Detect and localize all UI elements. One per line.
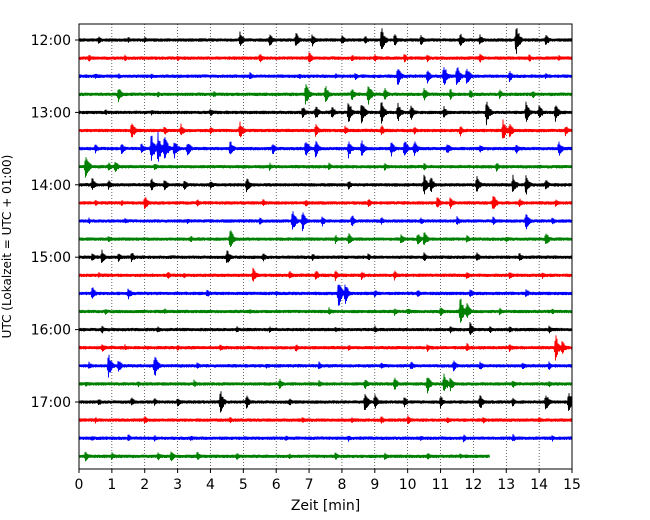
seismogram-trace: [78, 157, 573, 178]
trace-lines: [78, 27, 573, 462]
x-tick-label: 0: [75, 477, 84, 493]
plot-frame: [78, 23, 573, 470]
seismogram-trace: [78, 174, 573, 195]
seismogram-trace: [78, 451, 490, 462]
seismogram-trace: [78, 415, 573, 425]
x-tick-label: 6: [272, 477, 281, 493]
seismogram-trace: [78, 196, 573, 210]
seismogram-trace: [78, 335, 573, 361]
x-tick-label: 1: [107, 477, 116, 493]
x-tick-label: 4: [206, 477, 215, 493]
seismogram-trace: [78, 391, 573, 413]
seismogram-trace: [78, 27, 573, 54]
x-tick-label: 2: [140, 477, 149, 493]
seismogram-trace: [78, 298, 573, 323]
y-tick-label: 17:00: [31, 395, 71, 411]
seismogram-trace: [78, 322, 573, 336]
y-tick-label: 16:00: [31, 323, 71, 339]
x-tick-label: 9: [370, 477, 379, 493]
x-tick-label: 11: [432, 477, 450, 493]
seismogram-trace: [78, 373, 573, 394]
x-tick-label: 5: [239, 477, 248, 493]
x-tick-label: 3: [173, 477, 182, 493]
y-tick-label: 13:00: [31, 105, 71, 121]
seismogram-trace: [78, 84, 573, 105]
y-axis-label: UTC (Lokalzeit = UTC + 01:00): [0, 155, 14, 339]
x-tick-label: 15: [563, 477, 581, 493]
y-tick-label: 14:00: [31, 178, 71, 194]
x-tick-label: 8: [337, 477, 346, 493]
seismogram-trace: [78, 284, 573, 306]
seismogram-trace: [78, 354, 573, 378]
x-tick-label: 14: [530, 477, 548, 493]
x-tick-label: 7: [305, 477, 314, 493]
grid-lines: [111, 24, 540, 469]
seismogram-trace: [78, 52, 573, 63]
x-tick-label: 12: [464, 477, 482, 493]
seismogram-trace: [78, 267, 573, 282]
seismogram-trace: [78, 119, 573, 139]
seismogram-trace: [78, 131, 573, 162]
x-tick-label: 10: [399, 477, 417, 493]
x-axis: 0 1 2 3 4 5 6 7 8 9 10 11 12 13 14 15: [75, 469, 581, 493]
y-tick-label: 15:00: [31, 250, 71, 266]
seismogram-trace: [78, 67, 573, 85]
y-tick-label: 12:00: [31, 33, 71, 49]
seismogram-trace: [78, 433, 573, 443]
seismogram-trace: [78, 101, 573, 126]
x-axis-label: Zeit [min]: [291, 498, 360, 514]
seismogram-trace: [78, 249, 573, 263]
x-tick-label: 13: [497, 477, 515, 493]
seismogram-trace: [78, 211, 573, 232]
y-axis: 12:00 13:00 14:00 15:00 16:00 17:00: [31, 33, 79, 411]
seismogram-trace: [78, 230, 573, 248]
plot-area: [78, 23, 573, 470]
